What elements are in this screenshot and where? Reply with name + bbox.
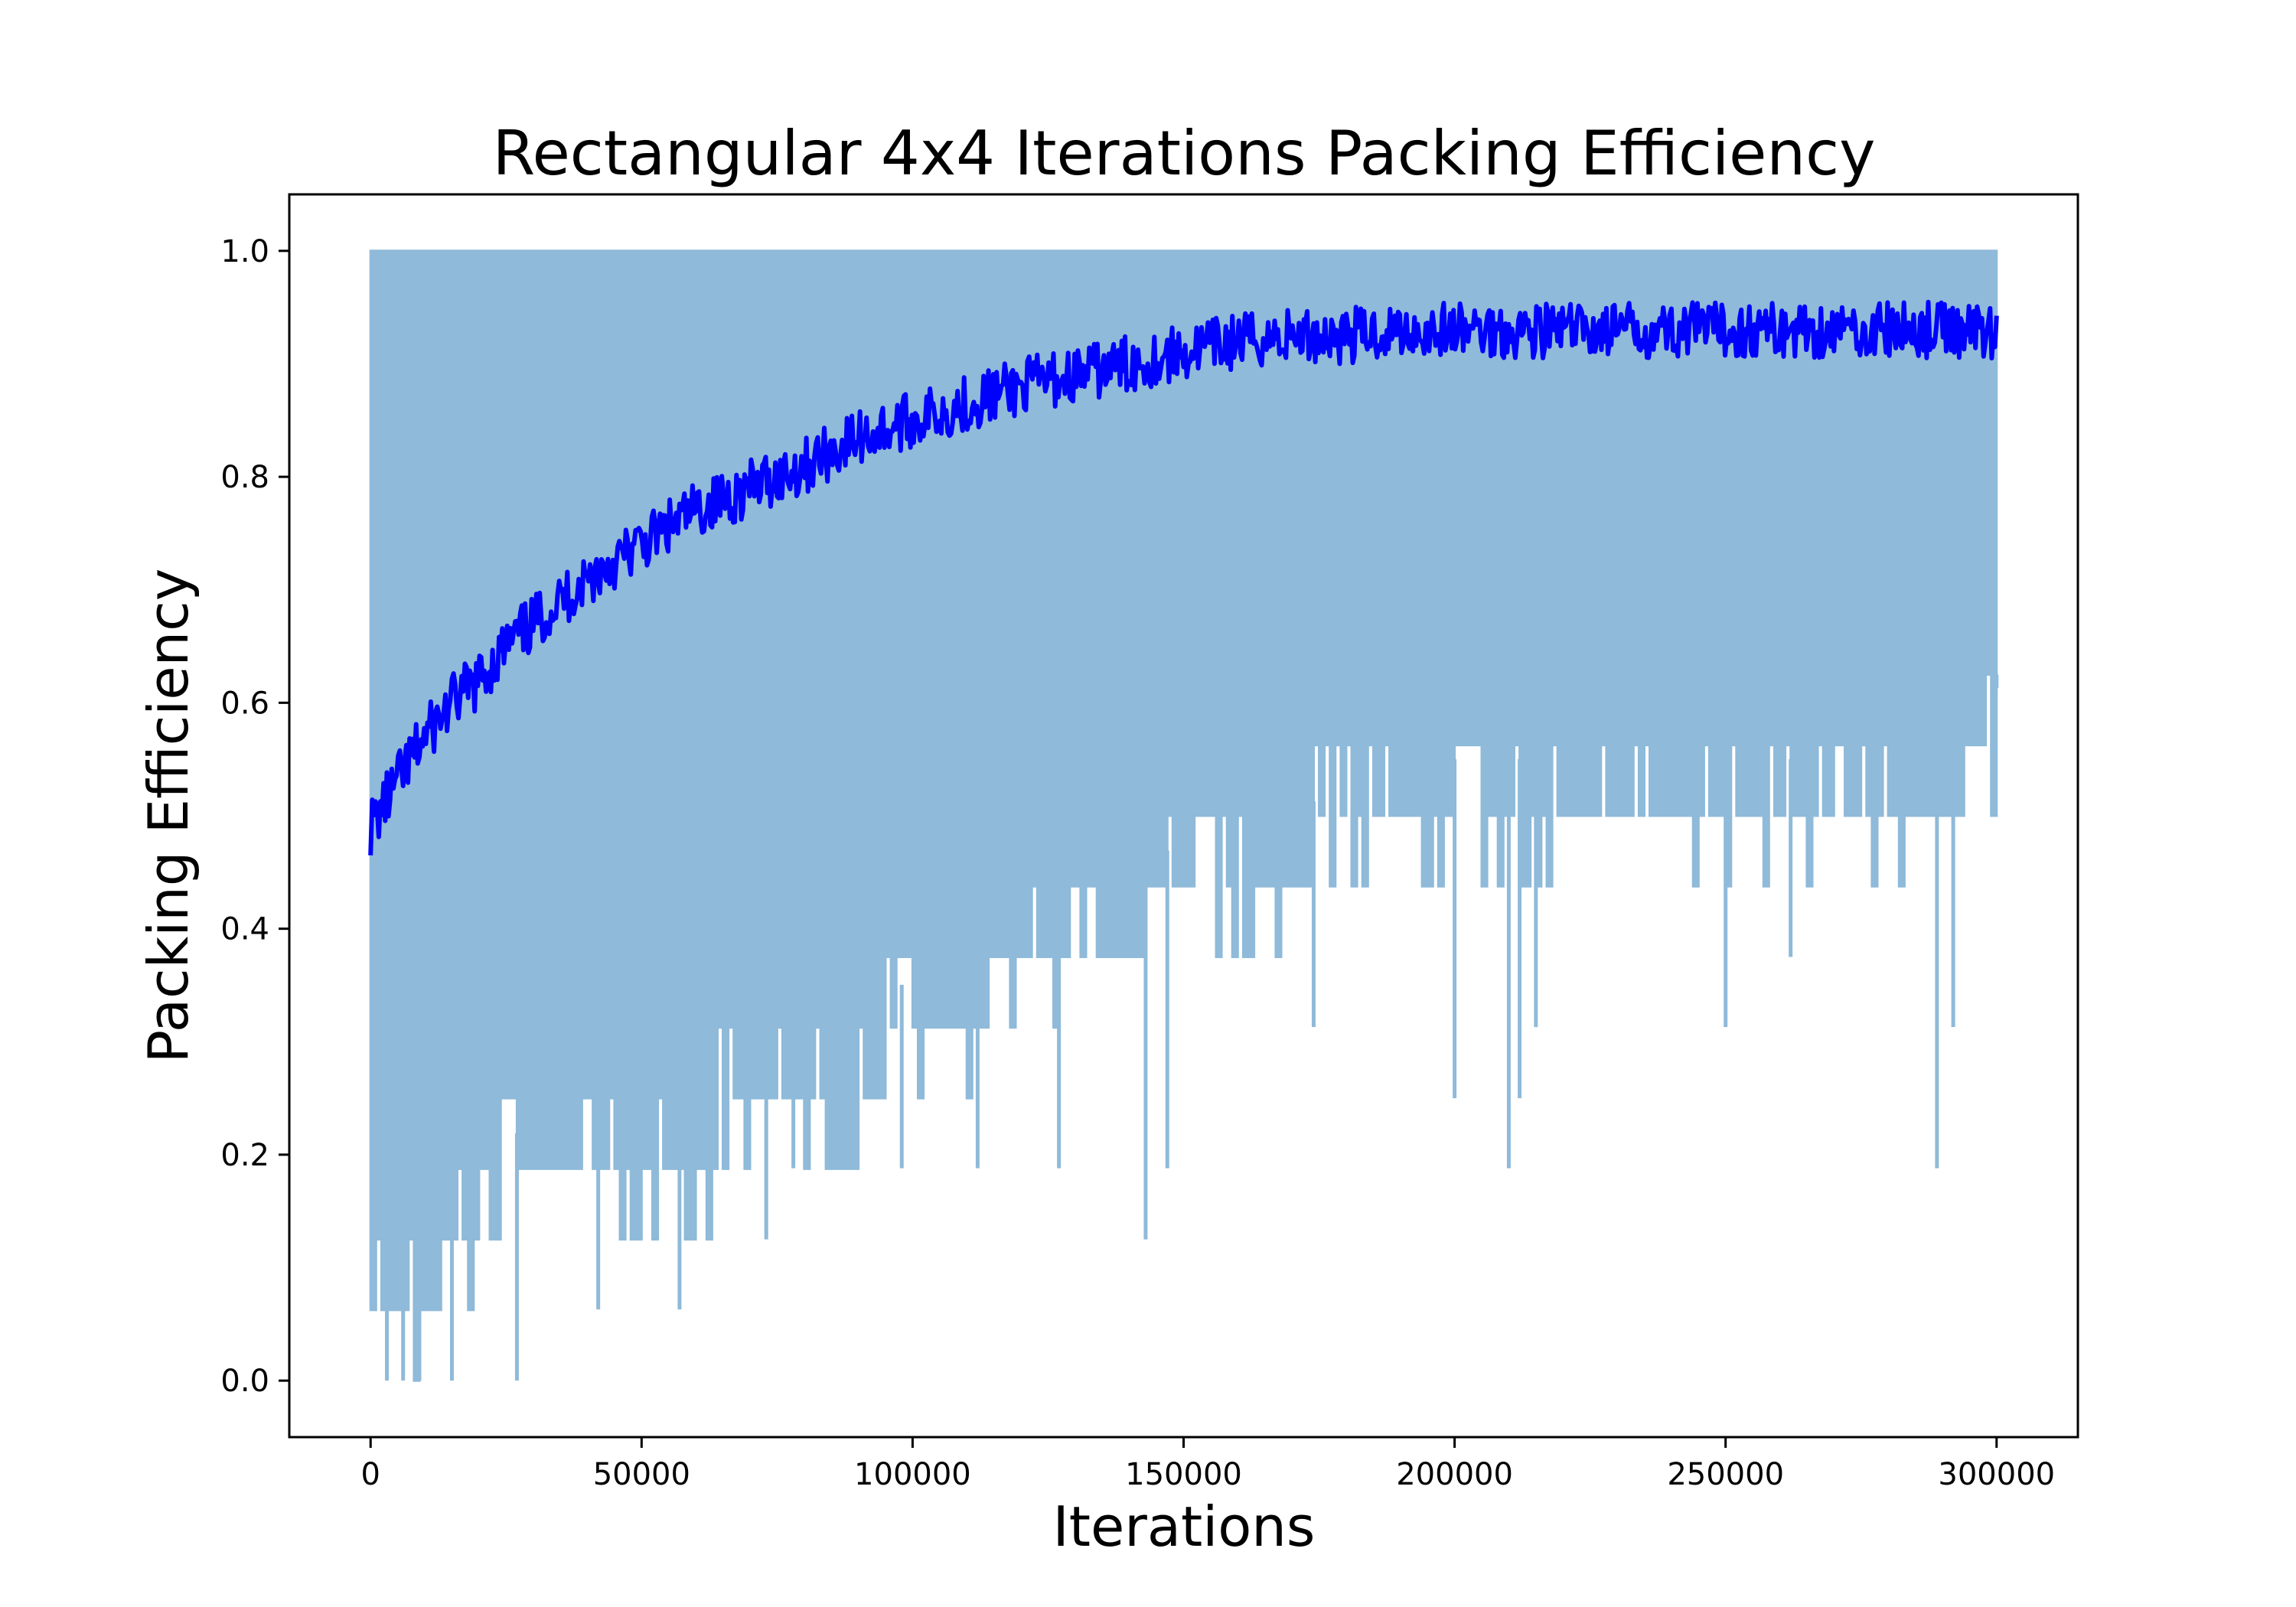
raw-series-band — [369, 249, 1998, 1382]
y-tick-label: 0.2 — [220, 1138, 269, 1173]
plot-area — [368, 249, 1999, 1382]
x-axis-label: Iterations — [1053, 1495, 1316, 1559]
x-tick-label: 200000 — [1396, 1457, 1513, 1492]
y-axis-ticks: 0.0 0.2 0.4 0.6 0.8 1.0 — [220, 234, 289, 1399]
x-tick-label: 300000 — [1938, 1457, 2055, 1492]
x-tick-label: 250000 — [1667, 1457, 1784, 1492]
x-tick-label: 150000 — [1125, 1457, 1242, 1492]
chart-title: Rectangular 4x4 Iterations Packing Effic… — [493, 118, 1876, 189]
y-tick-label: 0.0 — [220, 1364, 269, 1399]
y-tick-label: 0.6 — [220, 686, 269, 721]
moving-average-line — [368, 299, 1999, 856]
raw-series-dips — [384, 674, 1999, 1381]
x-tick-label: 100000 — [854, 1457, 971, 1492]
y-axis-label: Packing Efficiency — [136, 569, 201, 1064]
x-axis-ticks: 0 50000 100000 150000 200000 250000 300000 — [361, 1437, 2055, 1492]
x-tick-label: 0 — [361, 1457, 380, 1492]
x-tick-label: 50000 — [593, 1457, 690, 1492]
y-tick-label: 0.8 — [220, 460, 269, 495]
raw-series-fill — [369, 249, 1998, 1382]
y-tick-label: 0.4 — [220, 912, 269, 947]
y-tick-label: 1.0 — [220, 234, 269, 269]
